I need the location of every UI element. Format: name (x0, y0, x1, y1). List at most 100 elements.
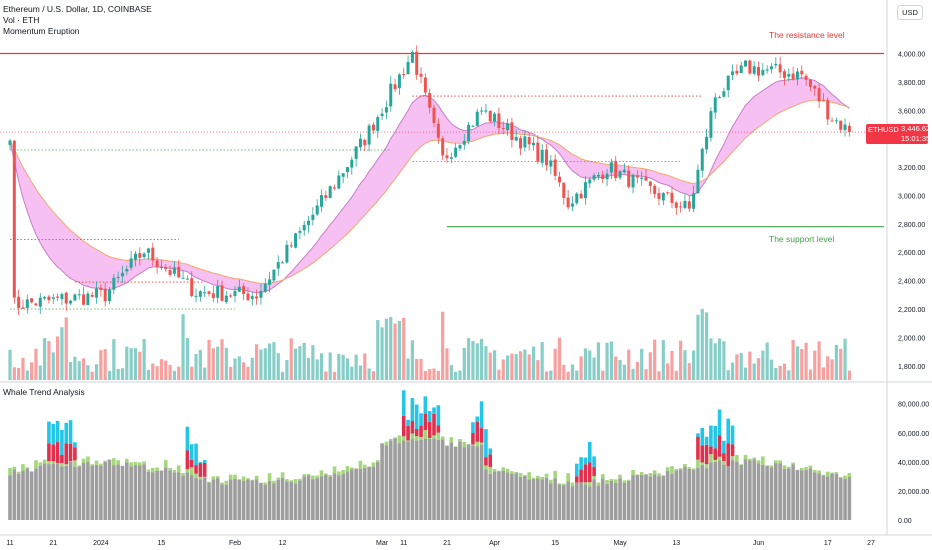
volume-bar (164, 360, 168, 380)
whale-bar-base (786, 468, 791, 520)
candle-body (475, 111, 479, 126)
candle-body (739, 65, 743, 74)
volume-bar (579, 356, 583, 380)
whale-bar-green (302, 474, 307, 477)
whale-bar-cyan (51, 423, 56, 445)
whale-tick-label: 40,000.00 (898, 460, 929, 467)
whale-bar-green (722, 460, 726, 465)
whale-bar-red (722, 453, 726, 461)
whale-bar-green (315, 475, 319, 479)
volume-bar (536, 360, 540, 380)
whale-bar-green (691, 468, 696, 470)
candle-body (843, 124, 847, 131)
candle-body (462, 140, 466, 145)
candle-body (112, 277, 116, 290)
volume-bar (601, 370, 605, 380)
whale-bar-green (709, 454, 713, 463)
volume-bar (393, 323, 397, 380)
candle-body (324, 195, 328, 198)
whale-bar-green (12, 466, 17, 470)
candle-body (259, 290, 263, 298)
whale-bar-red (726, 443, 731, 467)
whale-bar-green (566, 473, 570, 482)
candle-body (545, 149, 549, 166)
whale-bar-base (761, 464, 765, 520)
candle-body (423, 77, 427, 93)
whale-bar-base (133, 465, 138, 520)
whale-bar-green (510, 471, 514, 474)
whale-bar-green (717, 456, 722, 461)
candle-body (575, 193, 579, 204)
candle-body (108, 289, 112, 302)
whale-bar-base (8, 475, 12, 520)
whale-bar-base (350, 469, 354, 520)
whale-bar-green (81, 458, 86, 464)
volume-bar (38, 365, 42, 380)
candle-body (661, 192, 665, 201)
candle-body (458, 145, 462, 149)
whale-bar-base (847, 477, 852, 520)
candle-body (765, 69, 769, 71)
candle-body (177, 266, 181, 278)
whale-bar-base (713, 461, 718, 520)
volume-bar (315, 359, 319, 380)
whale-bar-green (484, 465, 488, 470)
whale-bar-green (211, 476, 216, 480)
whale-bar-base (618, 478, 622, 520)
candle-body (207, 291, 211, 294)
whale-bar-green (531, 477, 536, 479)
whale-bar-base (817, 473, 821, 520)
volume-bar (328, 352, 332, 380)
volume-bar (125, 346, 129, 380)
whale-bar-base (700, 464, 705, 520)
volume-bar (670, 350, 674, 380)
whale-bar-base (406, 441, 410, 520)
volume-bar (237, 356, 241, 380)
volume-bar (250, 357, 254, 380)
candle-body (553, 159, 557, 176)
whale-bar-base (631, 475, 635, 520)
volume-bar (687, 363, 691, 380)
currency-button[interactable]: USD (897, 5, 923, 20)
time-tick-label: 15 (158, 540, 166, 547)
whale-bar-cyan (189, 444, 194, 460)
volume-bar (25, 370, 29, 380)
volume-bar (769, 359, 774, 380)
badge-symbol: ETHUSD (868, 125, 899, 134)
whale-bar-green (77, 465, 82, 467)
whale-bar-green (453, 446, 458, 447)
lower-pane-title: Whale Trend Analysis (3, 387, 85, 397)
whale-bar-base (605, 483, 609, 520)
whale-bar-green (687, 467, 692, 469)
candle-body (692, 193, 696, 209)
volume-bar (354, 354, 358, 380)
volume-bar (570, 364, 575, 380)
candle-body (56, 296, 60, 298)
whale-bar-green (761, 456, 765, 465)
candle-body (480, 110, 484, 112)
volume-bar (376, 320, 380, 380)
whale-bar-base (176, 472, 181, 520)
whale-bar-base (388, 440, 393, 520)
time-tick-label: May (613, 540, 627, 547)
whale-bar-green (471, 444, 475, 446)
whale-bar-green (445, 445, 449, 446)
candle-body (467, 124, 471, 142)
volume-bar (791, 339, 795, 380)
candle-body (709, 111, 713, 138)
whale-bar-base (51, 463, 56, 520)
whale-bar-base (687, 468, 692, 520)
candle-body (722, 91, 726, 97)
volume-bar (159, 359, 164, 380)
indicator-legend: Momentum Eruption (3, 26, 80, 36)
whale-bar-red (202, 462, 207, 477)
whale-bar-base (311, 479, 315, 520)
candle-body (609, 162, 613, 173)
whale-bar-base (207, 482, 211, 520)
candle-body (644, 176, 648, 181)
whale-bar-cyan (185, 426, 190, 451)
volume-bar (194, 353, 198, 380)
time-tick-label: Jun (753, 540, 764, 547)
volume-bar (68, 362, 73, 380)
candle-body (726, 75, 730, 91)
